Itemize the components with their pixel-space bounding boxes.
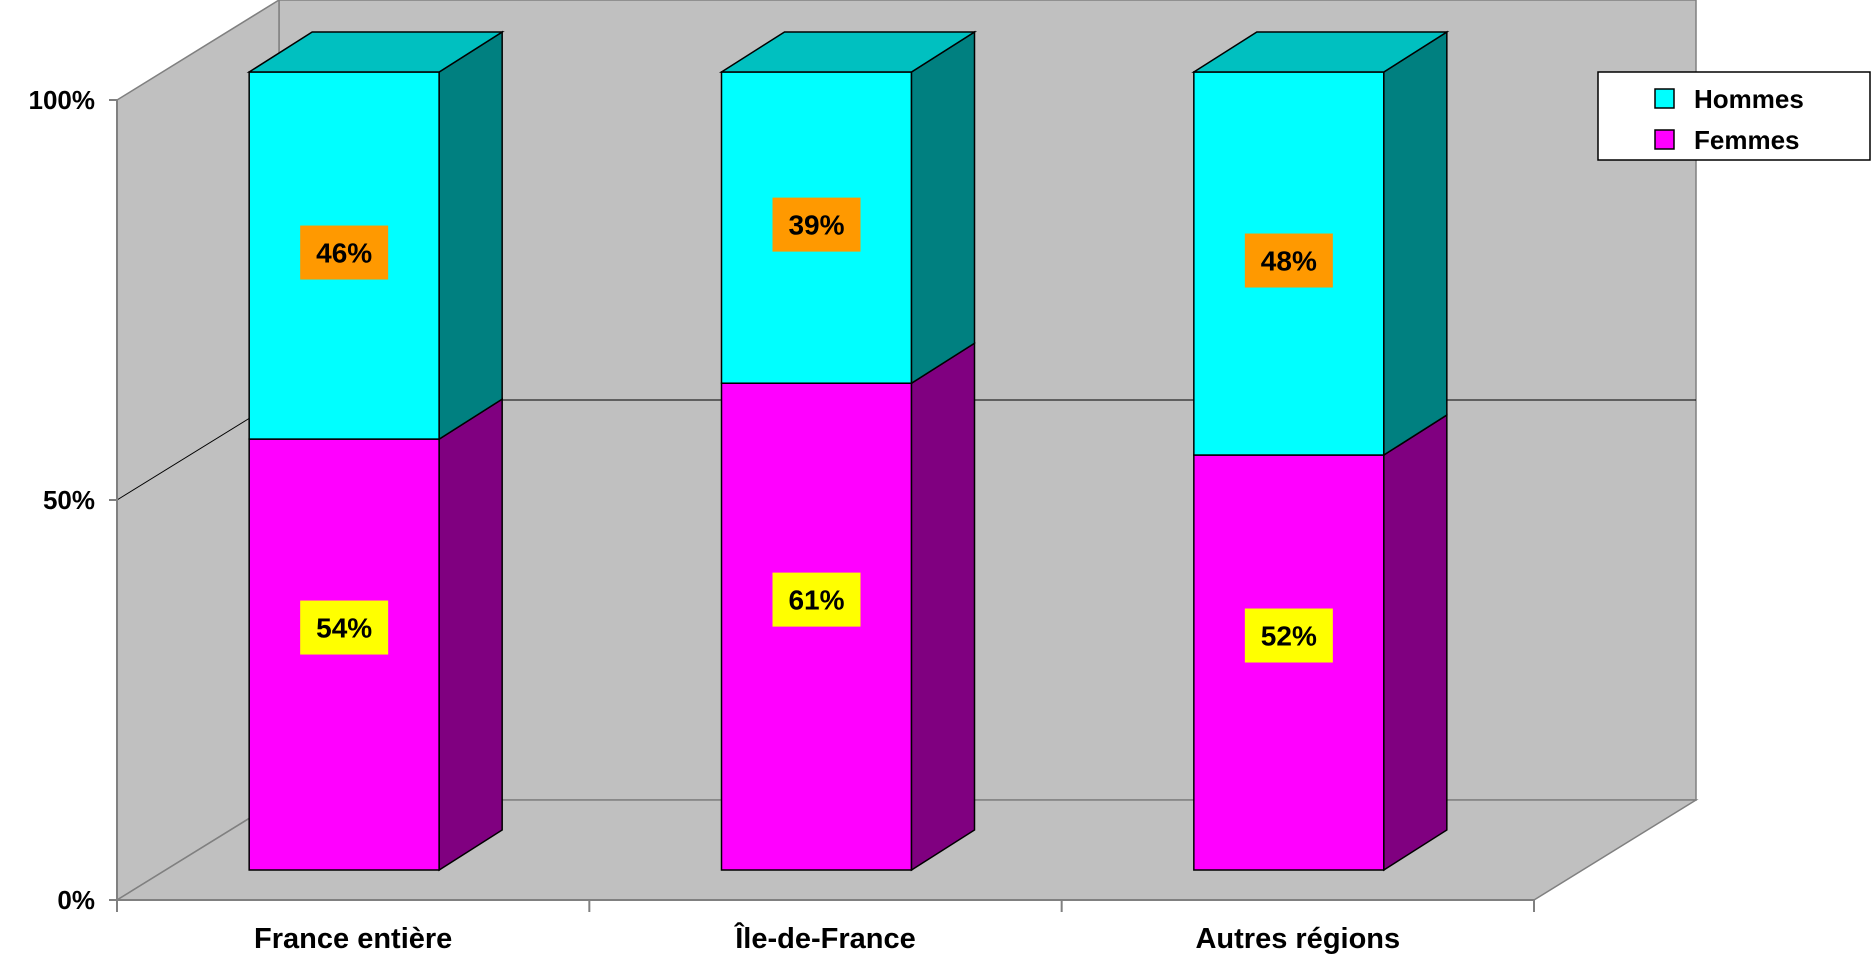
data-label-hommes-france-entiere: 46% <box>316 238 372 269</box>
bar-femmes-autres-regions <box>1193 454 1385 871</box>
legend-label-hommes: Hommes <box>1694 84 1804 114</box>
bars <box>246 30 1450 872</box>
legend-swatch-hommes <box>1654 88 1675 109</box>
data-label-bg-femmes-france-entiere <box>300 600 389 655</box>
data-labels: 54% 46% 61% 39% 52% 48% <box>300 197 1333 663</box>
bar-top-ile-de-france <box>718 31 978 73</box>
axes <box>109 99 1535 912</box>
x-category-label-ile-de-france: Île-de-France <box>733 921 916 955</box>
legend-swatch-femmes <box>1654 129 1675 150</box>
bar-hommes-side-ile-de-france <box>910 30 976 385</box>
data-label-femmes-autres-regions: 52% <box>1261 621 1317 652</box>
data-label-bg-hommes-ile-de-france <box>772 197 861 252</box>
y-tick-labels: 0% 50% 100% <box>29 85 96 915</box>
y-tick-label-0: 0% <box>57 885 95 915</box>
bar-hommes-side-france-entiere <box>438 30 503 441</box>
data-label-bg-femmes-autres-regions <box>1244 608 1333 663</box>
data-label-femmes-ile-de-france: 61% <box>788 585 844 616</box>
data-label-bg-hommes-france-entiere <box>300 225 389 280</box>
bar-femmes-side-autres-regions <box>1383 413 1448 872</box>
data-label-bg-femmes-ile-de-france <box>772 572 861 627</box>
data-label-femmes-france-entiere: 54% <box>316 613 372 644</box>
legend-box <box>1597 71 1871 161</box>
legend: Hommes Femmes <box>1597 71 1871 161</box>
x-category-label-autres-regions: Autres régions <box>1195 923 1400 955</box>
y-tick-label-1: 50% <box>43 485 95 515</box>
data-label-hommes-autres-regions: 48% <box>1261 246 1317 277</box>
y-tick-label-2: 100% <box>29 85 96 115</box>
data-label-hommes-ile-de-france: 39% <box>788 210 844 241</box>
legend-label-femmes: Femmes <box>1694 125 1800 155</box>
data-label-bg-hommes-autres-regions <box>1244 233 1333 288</box>
bar-top-autres-regions <box>1191 31 1450 73</box>
bar-femmes-side-france-entiere <box>438 397 503 872</box>
bar-top-france-entiere <box>246 31 505 73</box>
bar-femmes-side-ile-de-france <box>910 341 976 872</box>
x-category-labels: France entière Île-de-France Autres région… <box>254 921 1400 955</box>
bar-hommes-side-autres-regions <box>1383 30 1448 457</box>
x-category-label-france-entiere: France entière <box>254 923 452 955</box>
